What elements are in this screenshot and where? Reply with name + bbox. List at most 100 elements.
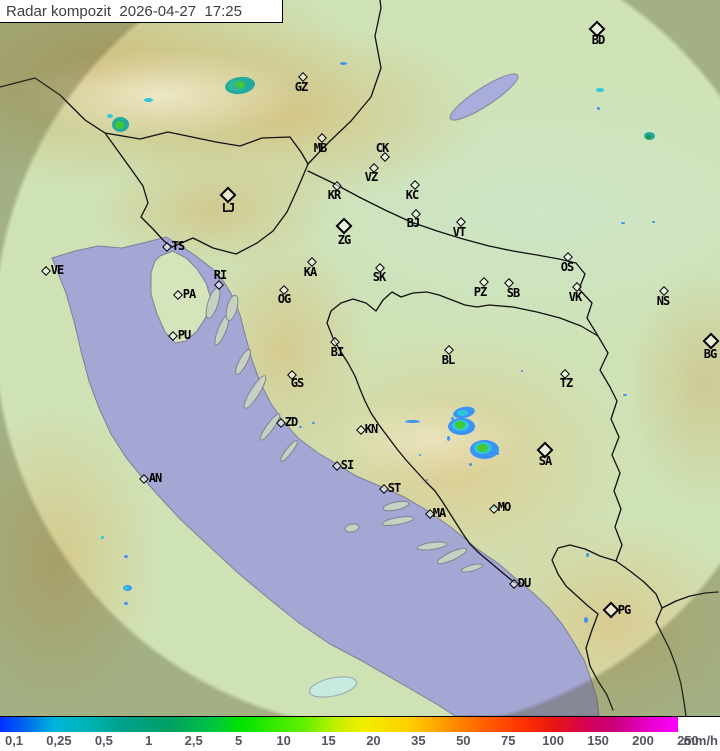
station-label-BI: BI (330, 345, 344, 359)
legend-tick-20: 20 (366, 733, 381, 748)
precip-cell-bosnia-cell-a-core2 (455, 421, 465, 429)
station-label-SA: SA (538, 454, 552, 468)
station-label-NS: NS (656, 294, 670, 308)
precip-cell-slavonia-dot-1 (621, 222, 625, 224)
coastal-lake (308, 676, 358, 698)
istria-peninsula (150, 250, 212, 344)
legend-tick-2_5: 2,5 (184, 733, 203, 748)
precip-cell-italy-dot-3 (124, 601, 128, 605)
station-label-KN: KN (364, 422, 378, 436)
station-label-SB: SB (506, 286, 520, 300)
precip-cell-bosnia-dot-1 (450, 416, 454, 420)
station-label-GZ: GZ (294, 80, 308, 94)
station-label-CK: CK (375, 141, 389, 155)
station-label-OG: OG (277, 292, 291, 306)
station-marker-TS (162, 242, 172, 252)
precip-cell-bosnia-cell-b-core2 (476, 444, 488, 452)
precip-cell-hungary-dash (596, 88, 604, 92)
legend-tick-1: 1 (145, 733, 153, 748)
station-label-PU: PU (177, 328, 191, 342)
station-label-VE: VE (50, 263, 64, 277)
precip-cell-posavina-dot (521, 370, 523, 372)
legend-tick-250: 250 (677, 733, 699, 748)
station-label-BG: BG (703, 347, 717, 361)
legend-unit: mm/h (683, 733, 718, 748)
station-label-AN: AN (148, 471, 162, 485)
adriatic-sea (51, 236, 600, 716)
precip-cell-italy-dot-2 (124, 554, 128, 558)
precip-cell-hungary-dot (596, 106, 600, 110)
station-label-LJ: LJ (221, 201, 235, 215)
legend-tick-15: 15 (321, 733, 336, 748)
precip-cell-serbia-dot (623, 394, 627, 396)
precip-cell-bosnia-north-core1 (456, 410, 468, 416)
station-label-ZD: ZD (284, 415, 298, 429)
legend-tick-100: 100 (542, 733, 565, 748)
station-marker-PU (168, 331, 178, 341)
station-label-MO: MO (497, 500, 511, 514)
station-marker-VE (41, 266, 51, 276)
station-label-BL: BL (441, 353, 455, 367)
station-label-SI: SI (340, 458, 354, 472)
precip-cell-bosnia-dot-5 (426, 479, 428, 481)
legend-tick-0_5: 0,5 (94, 733, 113, 748)
station-label-OS: OS (560, 260, 574, 274)
station-label-VK: VK (568, 290, 582, 304)
precip-cell-bosnia-dot-3 (468, 462, 472, 466)
geography-svg (0, 0, 719, 716)
station-label-BJ: BJ (406, 216, 420, 230)
legend-tick-150: 150 (587, 733, 609, 748)
legend-tick-0_1: 0,1 (4, 733, 24, 748)
station-marker-AN (139, 474, 149, 484)
precip-cell-mne-dot-2 (584, 617, 588, 623)
station-label-RI: RI (213, 268, 227, 282)
station-marker-PA (173, 290, 183, 300)
station-label-PG: PG (617, 603, 631, 617)
precip-cell-zadar-dot-1 (298, 426, 302, 428)
precip-cell-bosnia-dash (404, 419, 420, 423)
stations-layer: BD GZ MB CK VZ KR KC BJ VT ZG LJ TS RI KA SK OG OS VE PZ SB… (41, 20, 720, 619)
legend-tick-0_25: 0,25 (46, 733, 72, 748)
station-label-SK: SK (372, 270, 386, 284)
station-label-KC: KC (405, 188, 419, 202)
legend-tick-50: 50 (456, 733, 471, 748)
legend-tick-200: 200 (632, 733, 654, 748)
station-label-PA: PA (182, 287, 196, 301)
map-container: BD GZ MB CK VZ KR KC BJ VT ZG LJ TS RI KA SK OG OS VE PZ SB… (0, 0, 720, 716)
legend-tick-10: 10 (276, 733, 291, 748)
precip-cell-bosnia-dot-4 (446, 435, 450, 441)
precip-cell-styria-west-core1 (114, 121, 124, 129)
legend-tick-75: 75 (500, 733, 516, 748)
precip-cell-italy-dot-1 (100, 535, 104, 539)
precip-cell-italy-blob-core1 (123, 586, 129, 590)
precip-cell-styria-east-core2 (235, 80, 245, 88)
station-label-DU: DU (517, 576, 531, 590)
precip-cell-styria-dash-1 (143, 98, 153, 102)
station-label-VT: VT (452, 225, 466, 239)
precip-cell-slavonia-dot-2 (651, 221, 655, 223)
station-label-ST: ST (387, 481, 401, 495)
station-label-KA: KA (303, 265, 317, 279)
station-label-PZ: PZ (473, 285, 487, 299)
legend-tick-5: 5 (235, 733, 243, 748)
precip-cell-zadar-dot-2 (311, 422, 315, 424)
legend-tick-35: 35 (411, 733, 426, 748)
station-label-MB: MB (313, 141, 327, 155)
precip-cell-bosnia-dot-6 (419, 454, 421, 456)
precip-cell-top-center-dash (339, 61, 347, 65)
legend-gradient-bar (0, 717, 678, 732)
station-label-KR: KR (327, 188, 341, 202)
precipitation-layer (100, 61, 655, 623)
station-label-TZ: TZ (559, 376, 573, 390)
station-label-VZ: VZ (364, 170, 378, 184)
country-borders (0, 0, 719, 716)
lake-balaton (449, 73, 519, 121)
title-bar: Radar kompozit 2026-04-27 17:25 (0, 0, 283, 23)
precip-cell-bosnia-dot-2 (495, 451, 499, 455)
title-text: Radar kompozit 2026-04-27 17:25 (6, 2, 242, 20)
legend: mm/h 0,1 0,25 0,5 1 2,5 5 10 15 20 35 50 75 100 150 20… (0, 716, 720, 751)
precip-cell-styria-dash-2 (107, 114, 113, 118)
station-label-BD: BD (591, 33, 605, 47)
legend-ticks: mm/h 0,1 0,25 0,5 1 2,5 5 10 15 20 35 50 75 100 150 20… (0, 732, 720, 751)
